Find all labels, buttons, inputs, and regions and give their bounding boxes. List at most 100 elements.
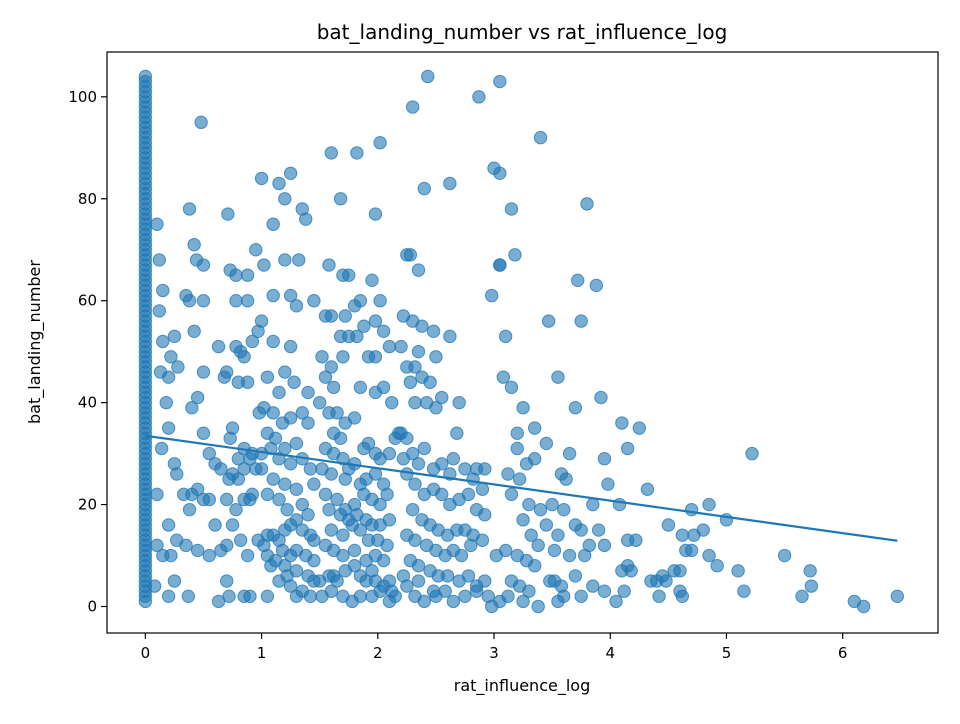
data-point-328 bbox=[324, 467, 339, 481]
data-point-554 bbox=[609, 594, 623, 609]
data-point-138 bbox=[187, 237, 201, 252]
data-point-402 bbox=[429, 350, 443, 364]
data-point-314 bbox=[347, 411, 362, 425]
data-point-105 bbox=[152, 253, 167, 267]
data-point-398 bbox=[426, 324, 441, 338]
data-point-244 bbox=[280, 502, 294, 517]
data-point-359 bbox=[336, 548, 350, 563]
data-point-389 bbox=[493, 74, 507, 89]
data-point-518 bbox=[541, 314, 556, 328]
data-point-455 bbox=[464, 538, 478, 553]
data-point-198 bbox=[278, 192, 292, 206]
data-point-539 bbox=[586, 497, 600, 512]
data-point-564 bbox=[624, 564, 638, 578]
data-point-297 bbox=[350, 329, 364, 344]
data-point-189 bbox=[245, 487, 259, 502]
data-point-290 bbox=[338, 309, 352, 323]
data-point-399 bbox=[443, 329, 457, 344]
data-point-125 bbox=[161, 518, 176, 532]
data-point-341 bbox=[380, 487, 394, 502]
data-point-530 bbox=[597, 452, 612, 466]
y-axis: 0 20 40 60 80 100 bbox=[68, 88, 107, 615]
data-point-419 bbox=[417, 441, 431, 456]
data-point-282 bbox=[322, 258, 336, 272]
data-point-281 bbox=[368, 207, 383, 221]
y-tick-label: 60 bbox=[78, 292, 97, 310]
data-point-275 bbox=[280, 569, 294, 583]
data-point-254 bbox=[289, 513, 304, 527]
data-point-534 bbox=[545, 497, 559, 512]
data-point-203 bbox=[249, 243, 263, 257]
data-point-423 bbox=[458, 462, 472, 476]
trendline-layer bbox=[145, 434, 898, 542]
data-point-145 bbox=[196, 365, 211, 379]
data-point-197 bbox=[272, 176, 286, 191]
data-point-186 bbox=[229, 502, 243, 517]
data-point-472 bbox=[469, 584, 484, 598]
data-point-332 bbox=[368, 467, 383, 481]
data-point-289 bbox=[324, 309, 339, 323]
data-point-454 bbox=[454, 548, 469, 563]
data-point-537 bbox=[551, 528, 565, 542]
data-point-551 bbox=[568, 569, 583, 583]
data-point-147 bbox=[190, 390, 205, 405]
data-point-305 bbox=[326, 380, 341, 395]
data-point-490 bbox=[516, 401, 530, 415]
data-point-391 bbox=[443, 176, 457, 191]
y-tick-label: 40 bbox=[78, 394, 97, 412]
data-point-175 bbox=[223, 431, 237, 446]
data-point-544 bbox=[577, 548, 592, 563]
data-point-117 bbox=[150, 487, 164, 502]
data-point-121 bbox=[182, 502, 197, 517]
data-point-264 bbox=[307, 553, 321, 568]
data-point-140 bbox=[196, 258, 211, 272]
data-point-246 bbox=[301, 508, 315, 522]
data-point-438 bbox=[478, 508, 492, 522]
data-point-412 bbox=[452, 395, 466, 410]
data-point-173 bbox=[217, 370, 232, 384]
data-point-517 bbox=[533, 130, 548, 145]
data-point-110 bbox=[153, 365, 168, 379]
data-point-591 bbox=[856, 599, 871, 614]
data-point-316 bbox=[333, 431, 348, 446]
data-point-541 bbox=[612, 497, 627, 512]
data-point-375 bbox=[324, 584, 339, 598]
data-point-199 bbox=[283, 166, 298, 180]
data-point-525 bbox=[589, 278, 604, 293]
data-point-115 bbox=[161, 421, 176, 435]
data-point-397 bbox=[415, 319, 429, 333]
data-point-277 bbox=[324, 146, 339, 160]
data-point-163 bbox=[229, 294, 243, 308]
data-point-532 bbox=[615, 416, 629, 430]
data-points-layer bbox=[138, 69, 905, 614]
data-point-149 bbox=[202, 446, 216, 461]
data-point-426 bbox=[446, 452, 461, 466]
data-point-415 bbox=[450, 426, 464, 440]
data-point-217 bbox=[287, 375, 301, 389]
data-point-153 bbox=[208, 518, 222, 532]
data-point-238 bbox=[266, 472, 280, 486]
data-point-576 bbox=[675, 589, 690, 604]
data-point-280 bbox=[333, 192, 348, 206]
data-point-527 bbox=[559, 472, 573, 486]
data-point-464 bbox=[478, 574, 492, 588]
plot-area-frame bbox=[106, 51, 939, 634]
data-point-536 bbox=[539, 518, 554, 532]
data-point-410 bbox=[419, 395, 434, 410]
data-point-159 bbox=[221, 207, 235, 221]
data-point-588 bbox=[803, 564, 817, 578]
data-point-521 bbox=[562, 446, 577, 461]
data-point-349 bbox=[382, 513, 397, 527]
data-point-531 bbox=[594, 390, 608, 405]
data-point-195 bbox=[220, 574, 234, 588]
data-point-471 bbox=[458, 589, 472, 604]
data-point-304 bbox=[318, 370, 333, 384]
data-point-206 bbox=[292, 253, 306, 267]
data-point-390 bbox=[417, 181, 431, 196]
data-point-563 bbox=[620, 533, 635, 547]
data-point-212 bbox=[251, 324, 265, 338]
data-point-425 bbox=[478, 462, 492, 476]
data-point-515 bbox=[539, 436, 554, 451]
x-tick-label: 6 bbox=[838, 644, 848, 662]
